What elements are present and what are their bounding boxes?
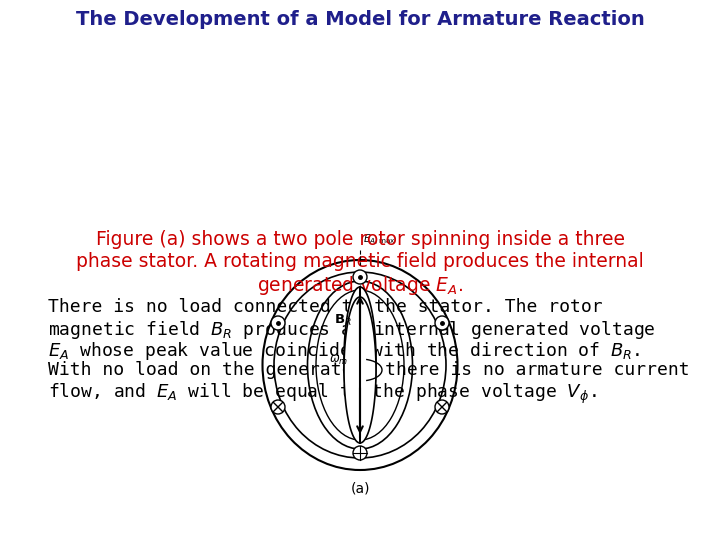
Polygon shape bbox=[344, 287, 376, 433]
Text: $\mathbf{B}_R$: $\mathbf{B}_R$ bbox=[334, 313, 352, 328]
Text: generated voltage $E_A$.: generated voltage $E_A$. bbox=[257, 274, 463, 297]
Text: magnetic field $B_R$ produces an internal generated voltage: magnetic field $B_R$ produces an interna… bbox=[48, 319, 656, 341]
Ellipse shape bbox=[316, 290, 404, 440]
Text: (a): (a) bbox=[350, 482, 370, 496]
Circle shape bbox=[435, 316, 449, 330]
Polygon shape bbox=[344, 297, 376, 443]
Text: $\omega_m$: $\omega_m$ bbox=[329, 354, 348, 367]
Circle shape bbox=[353, 270, 367, 284]
Text: With no load on the generator, there is no armature current: With no load on the generator, there is … bbox=[48, 361, 690, 379]
Ellipse shape bbox=[307, 281, 413, 449]
Text: phase stator. A rotating magnetic field produces the internal: phase stator. A rotating magnetic field … bbox=[76, 252, 644, 271]
Circle shape bbox=[271, 316, 285, 330]
Text: The Development of a Model for Armature Reaction: The Development of a Model for Armature … bbox=[76, 10, 644, 29]
Text: There is no load connected to the stator. The rotor: There is no load connected to the stator… bbox=[48, 298, 603, 316]
Text: flow, and $E_A$ will be equal to the phase voltage $V_\phi$.: flow, and $E_A$ will be equal to the pha… bbox=[48, 382, 597, 406]
Text: Figure (a) shows a two pole rotor spinning inside a three: Figure (a) shows a two pole rotor spinni… bbox=[96, 230, 624, 249]
Circle shape bbox=[435, 400, 449, 414]
Circle shape bbox=[271, 400, 285, 414]
Circle shape bbox=[353, 446, 367, 460]
Text: $E_{A,\mathrm{max}}$: $E_{A,\mathrm{max}}$ bbox=[363, 233, 396, 248]
Text: $E_A$ whose peak value coincides with the direction of $B_R$.: $E_A$ whose peak value coincides with th… bbox=[48, 340, 641, 362]
